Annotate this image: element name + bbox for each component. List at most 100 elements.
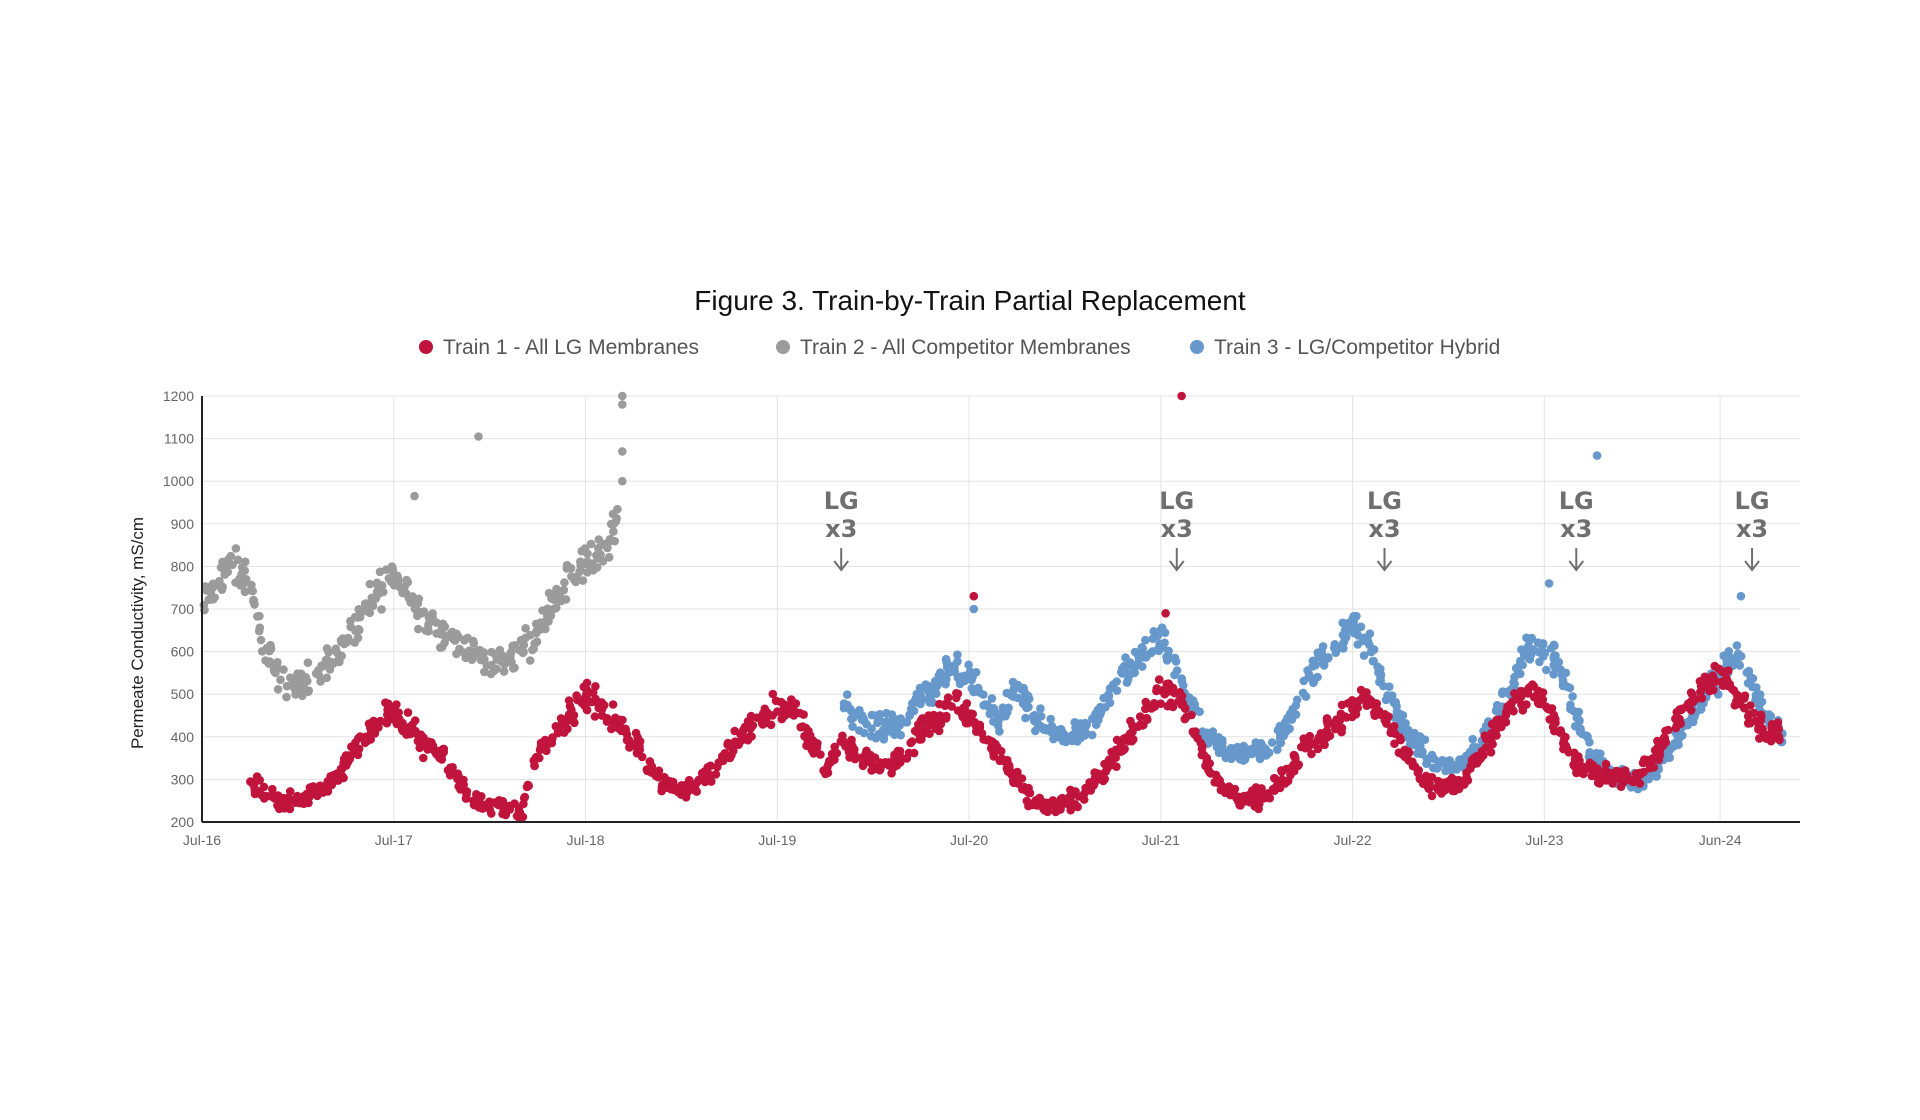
x-tick-label: Jul-22 — [1333, 832, 1371, 848]
data-point — [1549, 640, 1559, 650]
data-point — [924, 687, 933, 697]
data-point — [1755, 690, 1765, 699]
data-point — [1486, 748, 1496, 757]
legend: Train 1 - All LG Membranes Train 2 - All … — [419, 336, 1500, 359]
data-point — [637, 752, 647, 762]
data-point — [1087, 730, 1097, 740]
data-point — [323, 787, 333, 796]
data-point — [741, 733, 750, 742]
data-point — [1513, 694, 1522, 704]
data-point — [590, 712, 600, 721]
data-point — [1013, 693, 1023, 703]
data-point — [1612, 766, 1621, 776]
data-point — [1238, 796, 1248, 806]
data-point — [984, 702, 994, 712]
data-point — [1304, 672, 1313, 682]
data-point — [1616, 782, 1626, 791]
data-point — [499, 667, 509, 676]
data-point — [1654, 755, 1664, 765]
legend-item-train-2: Train 2 - All Competitor Membranes — [776, 336, 1131, 359]
data-point — [1585, 738, 1594, 747]
data-point — [725, 753, 735, 763]
data-point — [1368, 656, 1378, 666]
y-axis-ticks: 200 300 400 500 600 700 800 900 1000 1100 1200 — [163, 388, 194, 830]
data-point — [1661, 738, 1671, 747]
legend-marker — [776, 340, 790, 354]
data-point-outlier — [969, 591, 979, 601]
data-point — [1164, 687, 1173, 696]
data-point — [1350, 622, 1359, 632]
data-point — [1013, 779, 1023, 788]
data-point — [760, 704, 770, 714]
data-point — [353, 633, 363, 643]
data-point — [578, 576, 588, 585]
data-point — [1103, 763, 1112, 773]
data-point — [1416, 741, 1425, 751]
data-point — [575, 567, 584, 577]
data-point — [1214, 733, 1223, 742]
data-point — [559, 728, 569, 737]
data-point — [437, 624, 447, 634]
data-point — [1146, 648, 1156, 658]
data-point — [703, 763, 712, 772]
data-point — [917, 735, 926, 744]
data-point — [365, 579, 375, 589]
data-point — [414, 594, 424, 604]
data-point — [1748, 682, 1757, 692]
data-point — [1080, 718, 1090, 728]
data-point — [461, 794, 471, 803]
data-point — [1213, 741, 1222, 751]
data-point — [231, 544, 241, 553]
data-point — [885, 726, 894, 736]
data-point — [293, 791, 302, 801]
data-point — [208, 595, 218, 604]
data-point — [1137, 643, 1147, 652]
data-point — [1398, 711, 1408, 720]
data-point — [354, 624, 363, 634]
data-point — [707, 777, 716, 786]
data-point — [521, 624, 530, 633]
legend-item-train-1: Train 1 - All LG Membranes — [419, 336, 699, 359]
data-point — [953, 689, 963, 698]
data-point — [242, 575, 251, 584]
x-tick-label: Jul-16 — [183, 832, 221, 848]
data-point — [1404, 730, 1413, 740]
data-point — [398, 726, 408, 736]
data-point — [304, 793, 314, 802]
data-point — [608, 700, 618, 709]
data-point — [602, 717, 612, 726]
data-point — [1359, 651, 1369, 660]
data-point — [942, 711, 951, 721]
data-point — [424, 627, 433, 636]
data-point — [354, 744, 364, 754]
data-point — [921, 723, 930, 733]
data-point — [1575, 756, 1584, 765]
data-point — [1066, 792, 1075, 802]
data-point — [1180, 703, 1190, 713]
data-point — [848, 722, 857, 731]
data-point — [910, 697, 920, 706]
data-point — [1046, 714, 1055, 724]
data-point — [1313, 744, 1323, 754]
data-point — [360, 599, 370, 609]
data-point — [1191, 727, 1200, 736]
data-point — [1320, 734, 1329, 743]
data-point — [333, 776, 343, 785]
data-point — [1524, 654, 1534, 663]
data-point — [1013, 680, 1023, 690]
data-point — [970, 719, 979, 728]
data-point — [1756, 710, 1766, 719]
data-point — [870, 753, 880, 762]
data-point — [1023, 691, 1033, 701]
y-tick-label: 1000 — [163, 473, 194, 489]
data-point — [867, 724, 876, 733]
data-point — [859, 759, 868, 769]
data-point — [1391, 698, 1400, 707]
data-point — [613, 504, 622, 514]
data-point — [1062, 734, 1072, 744]
data-point — [476, 655, 486, 665]
data-point — [807, 745, 816, 755]
data-point — [1157, 626, 1166, 636]
